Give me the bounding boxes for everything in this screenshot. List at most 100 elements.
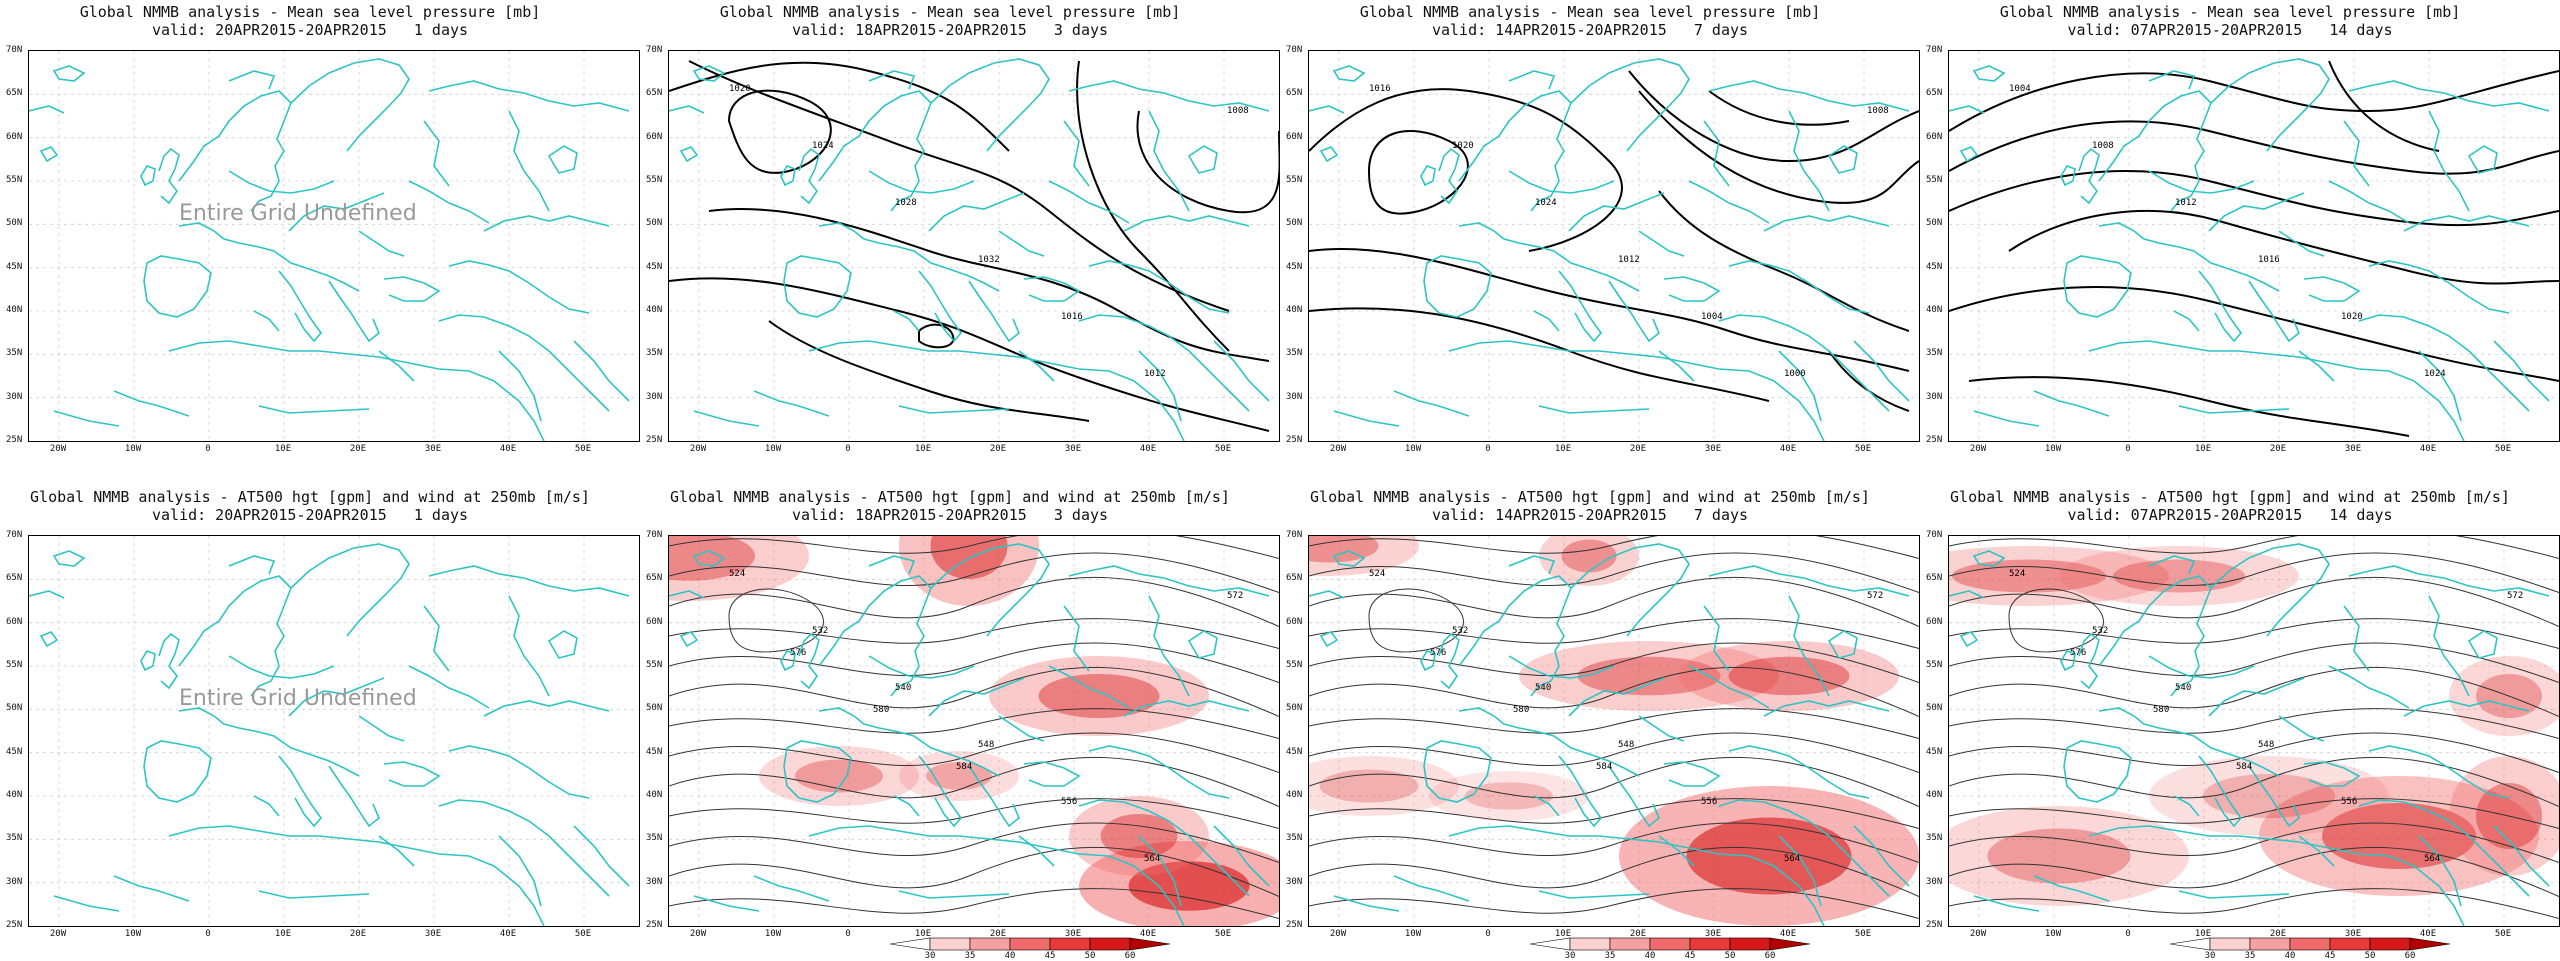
colorbar-label: 50 <box>1084 951 1096 961</box>
coastline <box>2428 110 2470 212</box>
lon-tick-label: 0 <box>845 444 851 454</box>
lat-tick-label: 70N <box>646 45 663 55</box>
lat-tick-label: 70N <box>1286 45 1303 55</box>
lon-tick-label: 0 <box>1485 444 1491 454</box>
colorbar-swatch <box>1009 937 1051 951</box>
lat-tick-label: 30N <box>6 876 23 887</box>
lat-tick-label: 60N <box>646 616 663 627</box>
height-contour <box>1309 667 1919 717</box>
coastline <box>1538 405 1650 414</box>
lon-tick-label: 10W <box>764 444 782 454</box>
map-plot: Entire Grid Undefined <box>28 50 640 442</box>
coastline <box>1688 665 1770 709</box>
lon-tick-label: 50E <box>574 929 592 939</box>
coastline <box>798 147 820 205</box>
lon-tick-label: 20E <box>2269 444 2287 454</box>
coastline <box>2328 665 2410 709</box>
coastline <box>140 165 156 187</box>
wind-speed-shading <box>1319 769 1419 803</box>
coastline <box>113 390 190 417</box>
coastline <box>258 890 370 899</box>
lat-tick-label: 35N <box>646 833 663 844</box>
height-contour <box>1309 732 1919 773</box>
colorbar-label: 60 <box>1764 951 1776 961</box>
lon-tick-label: 10W <box>1404 444 1422 454</box>
colorbar-swatch <box>1529 937 1571 951</box>
lon-tick-label: 10E <box>914 929 932 939</box>
height-contour <box>1949 667 2559 717</box>
coastline <box>1853 825 1910 887</box>
contour-label: 532 <box>812 626 828 636</box>
coastline <box>158 632 180 690</box>
coastline <box>2328 180 2410 224</box>
coastline <box>448 260 590 314</box>
coastline <box>423 120 450 187</box>
contour-label: 1024 <box>2424 369 2446 379</box>
lon-tick-label: 20W <box>49 929 67 939</box>
lon-tick-label: 20W <box>689 929 707 939</box>
coastline <box>2088 340 2465 441</box>
coastline <box>508 110 550 212</box>
coastline <box>693 410 760 427</box>
wind-speed-shading <box>1987 828 2131 884</box>
lat-tick-label: 25N <box>6 435 23 445</box>
coastline <box>1853 340 1910 402</box>
pressure-contour <box>768 320 1090 422</box>
lat-tick-label: 60N <box>646 131 663 142</box>
lon-tick-label: 10E <box>2194 929 2212 939</box>
height-contour <box>1368 588 1464 653</box>
coastline <box>2033 390 2110 417</box>
pressure-contour <box>1658 190 1910 332</box>
colorbar-label: 35 <box>964 951 976 961</box>
colorbar-label: 40 <box>2284 951 2296 961</box>
colorbar-label: 30 <box>1564 951 1576 961</box>
coastline <box>692 65 726 82</box>
coastline <box>547 145 578 174</box>
coastline <box>1018 835 1055 867</box>
contour-label: 1020 <box>729 84 751 94</box>
coastline <box>1538 890 1650 899</box>
lon-tick-label: 20E <box>989 444 1007 454</box>
coastline <box>2063 740 2132 803</box>
coastline <box>968 280 1020 343</box>
coastline <box>573 340 630 402</box>
lat-tick-label: 60N <box>1926 131 1943 142</box>
coastline <box>1123 700 1250 717</box>
lat-tick-label: 70N <box>1286 530 1303 540</box>
coastline <box>2173 795 2200 817</box>
coastline <box>2418 835 2462 907</box>
lat-tick-label: 55N <box>1286 660 1303 670</box>
coastline <box>1048 180 1130 224</box>
panel-title: Global NMMB analysis - AT500 hgt [gpm] a… <box>30 488 590 506</box>
coastline <box>928 677 1025 717</box>
coastline <box>428 565 630 597</box>
map-canvas <box>29 51 639 441</box>
lat-tick-label: 45N <box>646 261 663 272</box>
colorbar-swatch <box>889 937 931 951</box>
coastline <box>1703 120 1730 187</box>
contour-label: 1012 <box>1144 369 1166 379</box>
coastline <box>1533 310 1560 332</box>
coastline <box>1148 595 1190 697</box>
contour-label: 540 <box>2175 683 2191 693</box>
coastline <box>1088 745 1230 799</box>
coastline <box>573 825 630 887</box>
coastline <box>378 350 415 382</box>
map-plot: 524 532 540 548 556 564 572 576 580 584 <box>1948 535 2560 927</box>
lat-tick-label: 25N <box>1286 435 1303 445</box>
coastline <box>2403 700 2530 717</box>
lat-tick-label: 55N <box>6 660 23 670</box>
coastline <box>178 575 292 697</box>
contour-label: 1020 <box>1452 141 1474 151</box>
lat-tick-label: 65N <box>6 88 23 99</box>
coastline <box>669 590 705 599</box>
coastline <box>1123 215 1250 232</box>
height-contour <box>1309 618 1919 649</box>
coastline <box>2348 565 2550 597</box>
height-contour <box>1949 536 2559 559</box>
lon-tick-label: 40E <box>499 929 517 939</box>
lat-tick-label: 65N <box>646 88 663 99</box>
coastline <box>53 895 120 912</box>
lat-tick-label: 45N <box>1926 261 1943 272</box>
contour-label: 1024 <box>1535 198 1557 208</box>
